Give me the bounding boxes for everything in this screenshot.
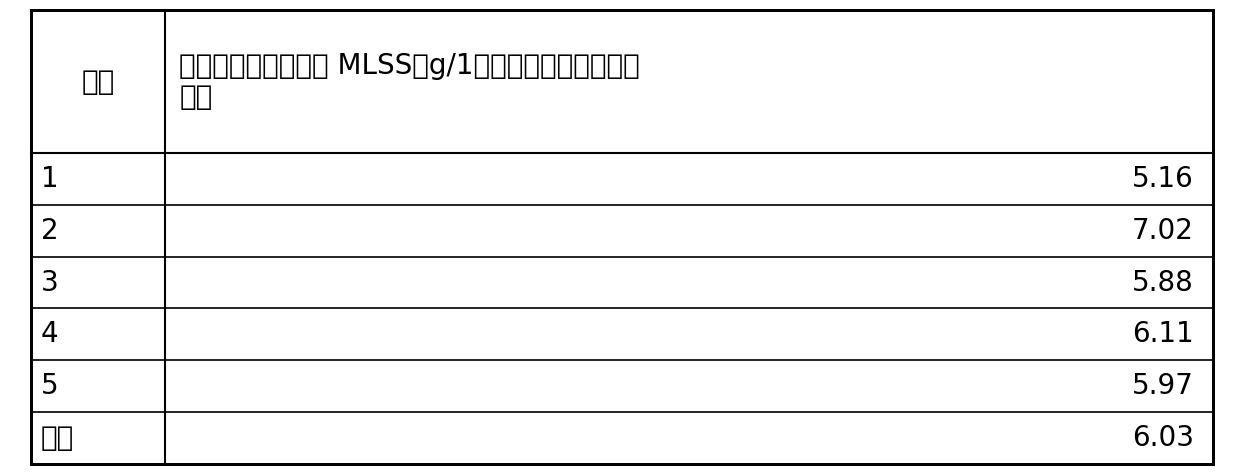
Text: 5.16: 5.16 — [1132, 165, 1194, 193]
Text: 均值: 均值 — [41, 424, 74, 452]
Text: 6.11: 6.11 — [1132, 320, 1194, 348]
Text: 6.03: 6.03 — [1132, 424, 1194, 452]
Text: 2: 2 — [41, 217, 58, 245]
Text: 5.88: 5.88 — [1132, 268, 1194, 297]
Text: 膜量: 膜量 — [180, 83, 213, 111]
Text: 序号: 序号 — [81, 68, 114, 96]
Text: 5.97: 5.97 — [1132, 372, 1194, 400]
Text: 3: 3 — [41, 268, 58, 297]
Text: 7.02: 7.02 — [1132, 217, 1194, 245]
Text: 5: 5 — [41, 372, 58, 400]
Text: 1: 1 — [41, 165, 58, 193]
Text: 曝气池污泥浓度化验 MLSS（g/1）含组合填料上的生物: 曝气池污泥浓度化验 MLSS（g/1）含组合填料上的生物 — [180, 52, 640, 80]
Text: 4: 4 — [41, 320, 58, 348]
